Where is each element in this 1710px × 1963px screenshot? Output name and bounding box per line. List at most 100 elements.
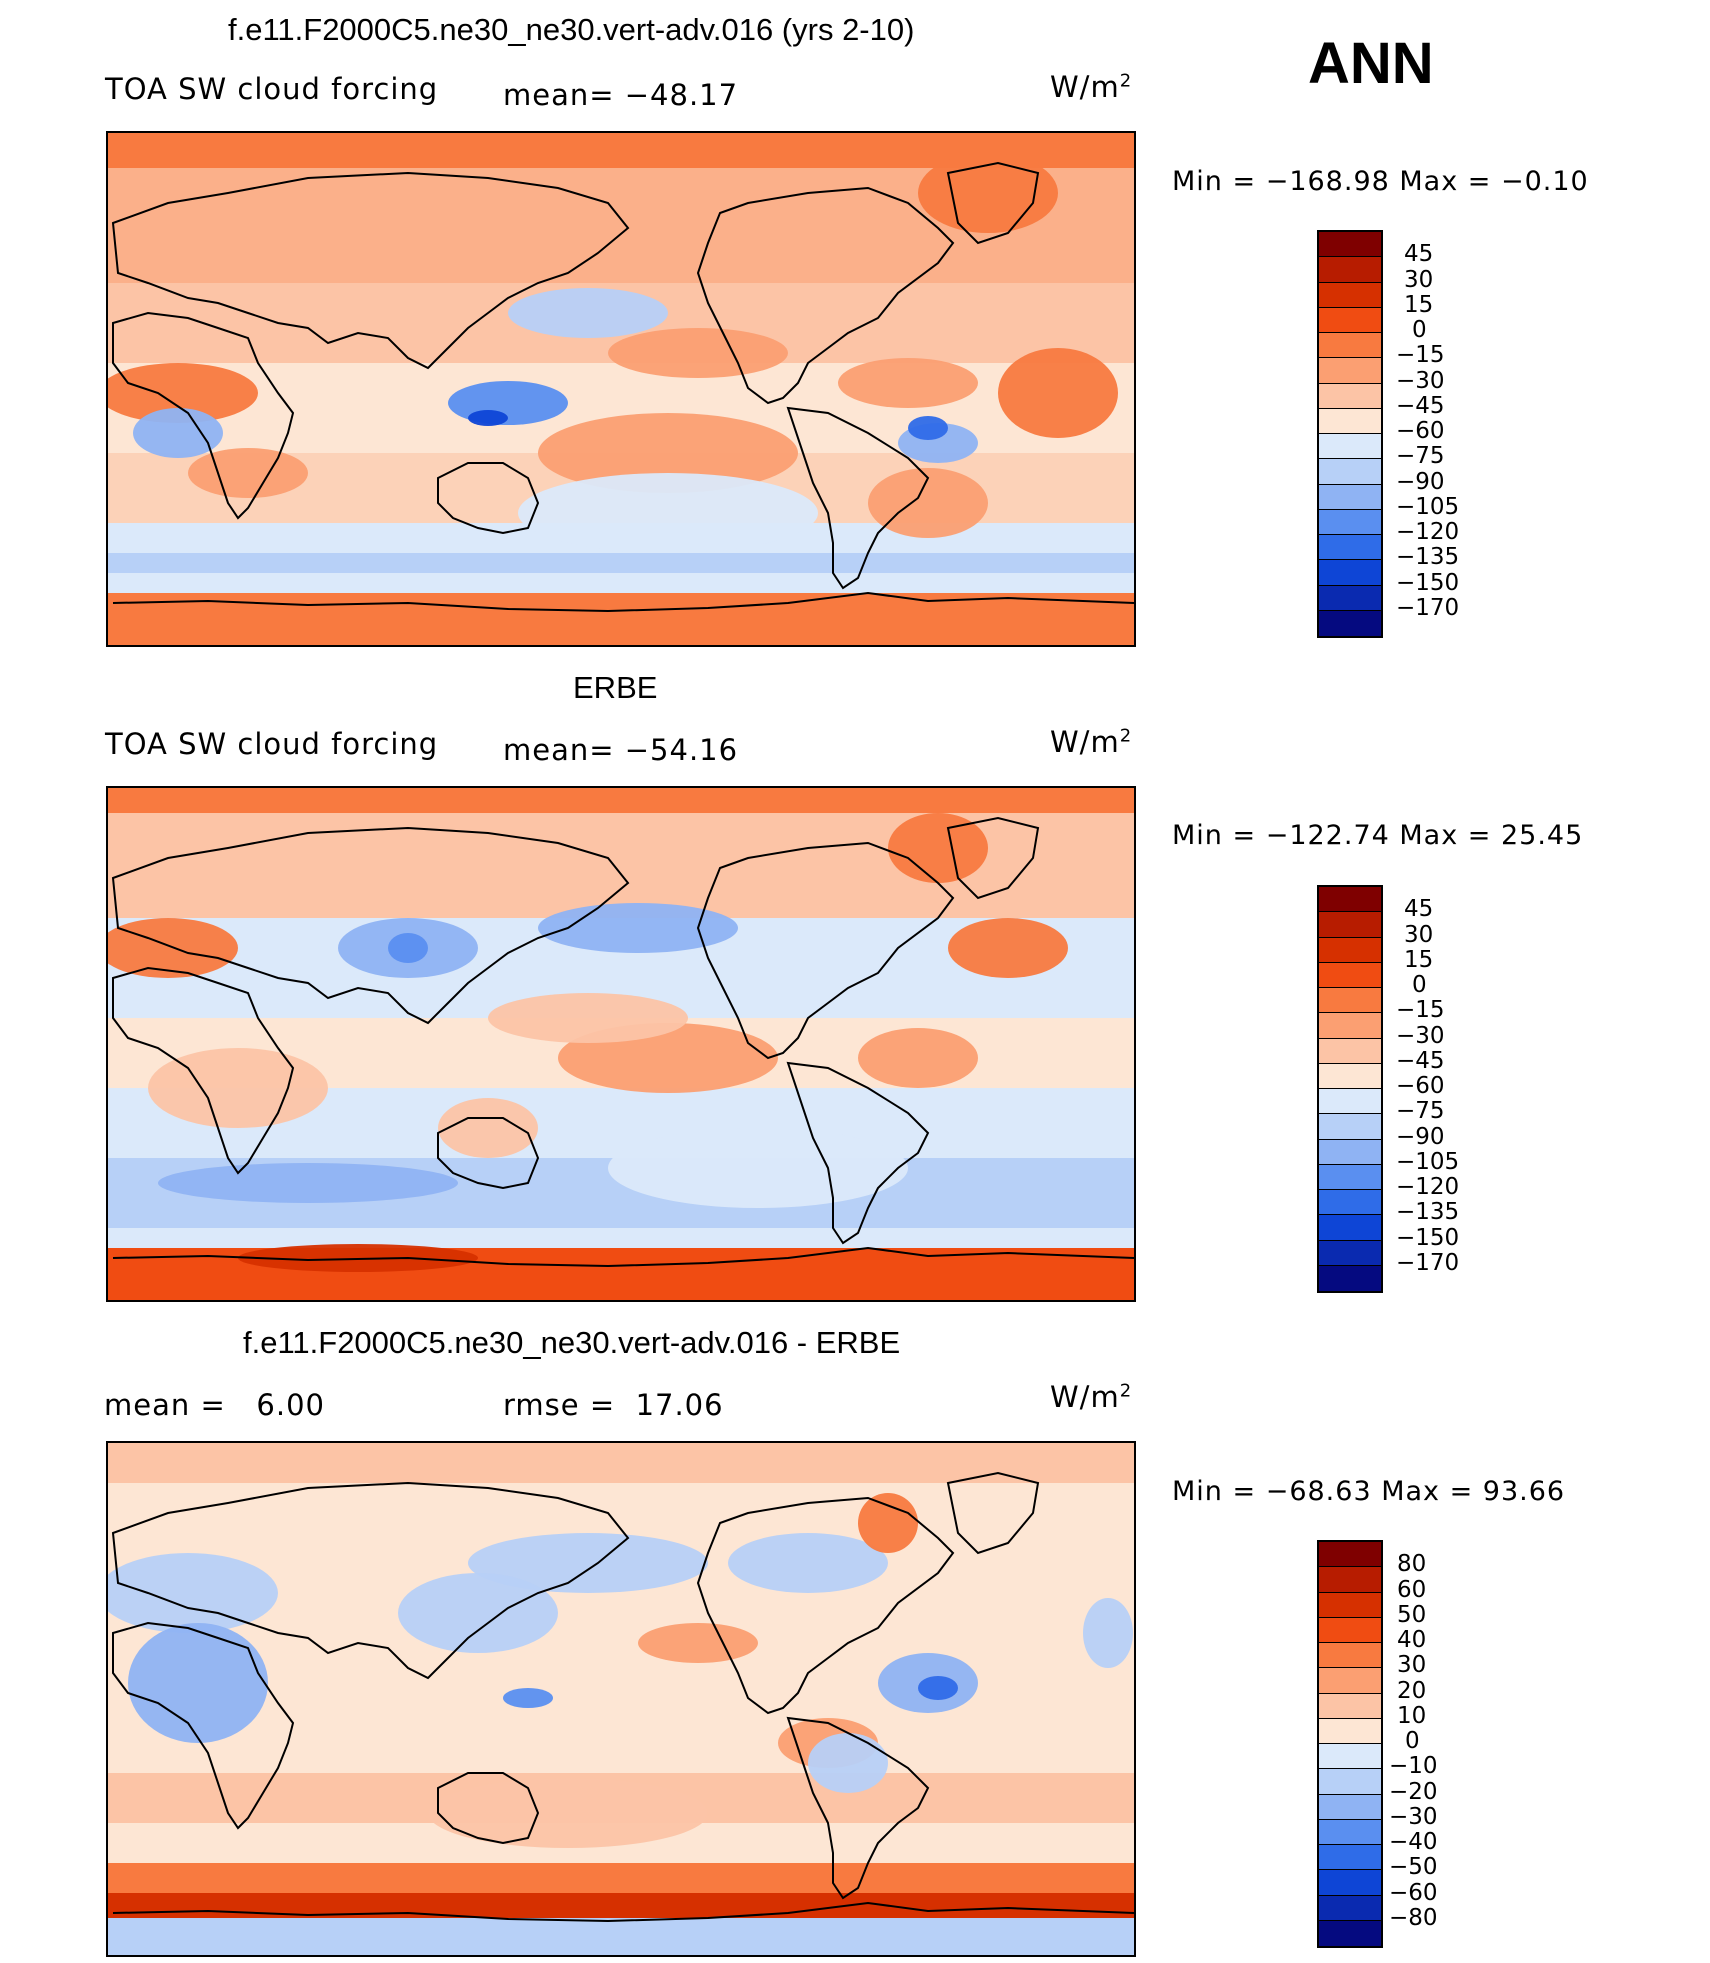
colorbar-tick-label: −90	[1396, 1123, 1445, 1150]
colorbar-tick-label: −60	[1396, 1073, 1445, 1099]
coastline	[112, 1901, 1134, 1923]
colorbar-swatch	[1319, 232, 1381, 258]
field-contour	[428, 1778, 708, 1848]
colorbar-swatch	[1319, 1240, 1381, 1266]
colorbar-tick-label: −50	[1389, 1854, 1438, 1881]
field-contour	[808, 1733, 888, 1793]
coastline	[946, 161, 1040, 245]
field-contour	[448, 381, 568, 425]
min-max-label: Min = −68.63 Max = 93.66	[1172, 1476, 1566, 1507]
colorbar-tick-label: 45	[1404, 896, 1434, 923]
field-band	[108, 1893, 1134, 1918]
coastline	[437, 1117, 540, 1190]
colorbar-tick-label: −80	[1389, 1904, 1438, 1931]
colorbar-swatch	[1319, 1038, 1381, 1064]
colorbar-swatch	[1319, 1567, 1381, 1593]
min-max-label: Min = −122.74 Max = 25.45	[1172, 820, 1584, 851]
coastline	[946, 1471, 1040, 1555]
field-contour	[398, 1573, 558, 1653]
colorbar-swatch	[1319, 1643, 1381, 1669]
colorbar-tick-label: 15	[1404, 291, 1434, 318]
mean-label: mean = 6.00	[104, 1388, 325, 1422]
field-band	[108, 1228, 1134, 1248]
field-contour	[503, 1688, 553, 1708]
map-canvas	[108, 788, 1134, 1300]
colorbar-tick-label: 30	[1397, 1652, 1427, 1679]
colorbar-swatch	[1319, 1542, 1381, 1568]
colorbar	[1317, 230, 1383, 638]
field-band	[108, 593, 1134, 645]
colorbar-swatch	[1319, 1592, 1381, 1618]
colorbar-swatch	[1319, 912, 1381, 938]
colorbar-swatch	[1319, 1164, 1381, 1190]
colorbar-swatch	[1319, 408, 1381, 434]
colorbar-swatch	[1319, 307, 1381, 333]
field-contour	[888, 813, 988, 883]
colorbar-swatch	[1319, 1215, 1381, 1241]
field-contour	[388, 933, 428, 963]
colorbar-tick-label: −60	[1396, 418, 1445, 444]
colorbar-tick-label: 0	[1405, 1728, 1420, 1754]
colorbar-tick-label: 0	[1412, 317, 1427, 343]
coastline	[112, 311, 295, 520]
colorbar-tick-label: 0	[1412, 972, 1427, 998]
map-plot	[106, 1441, 1136, 1957]
field-contour	[838, 358, 978, 408]
field-contour	[918, 1676, 958, 1700]
colorbar-tick-label: 30	[1404, 921, 1434, 948]
field-contour	[108, 1553, 278, 1633]
colorbar-swatch	[1319, 1693, 1381, 1719]
units-label: W/m2	[1050, 1380, 1133, 1414]
coastline	[946, 816, 1040, 900]
mean-label: mean= −48.17	[503, 78, 739, 112]
colorbar-swatch	[1319, 937, 1381, 963]
colorbar-tick-label: −105	[1396, 493, 1460, 520]
colorbar-tick-label: −90	[1396, 468, 1445, 495]
colorbar-tick-label: −135	[1396, 1199, 1460, 1226]
colorbar-tick-label: −15	[1396, 342, 1445, 369]
colorbar-tick-label: 20	[1397, 1677, 1427, 1704]
field-contour	[133, 408, 223, 458]
coastline	[112, 1621, 295, 1830]
field-band	[108, 788, 1134, 813]
colorbar-tick-label: 80	[1397, 1551, 1427, 1578]
coastline	[112, 966, 295, 1175]
field-contour	[128, 1623, 268, 1743]
map-canvas	[108, 1443, 1134, 1955]
colorbar-swatch	[1319, 1617, 1381, 1643]
colorbar-tick-label: −30	[1389, 1803, 1438, 1830]
colorbar-tick-label: 30	[1404, 266, 1434, 293]
colorbar-tick-label: −20	[1389, 1778, 1438, 1805]
colorbar-swatch	[1319, 1920, 1381, 1946]
colorbar-swatch	[1319, 962, 1381, 988]
colorbar-swatch	[1319, 383, 1381, 409]
colorbar-swatch	[1319, 1139, 1381, 1165]
field-contour	[608, 328, 788, 378]
colorbar-tick-label: −105	[1396, 1148, 1460, 1175]
coastline	[111, 826, 630, 1025]
colorbar-swatch	[1319, 1744, 1381, 1770]
coastline	[786, 1061, 930, 1245]
colorbar-swatch	[1319, 333, 1381, 359]
colorbar-tick-label: 15	[1404, 946, 1434, 973]
colorbar-tick-label: −30	[1396, 1022, 1445, 1049]
field-contour	[868, 468, 988, 538]
colorbar-tick-label: −40	[1389, 1829, 1438, 1855]
field-contour	[948, 918, 1068, 978]
colorbar-swatch	[1319, 887, 1381, 913]
colorbar-swatch	[1319, 459, 1381, 485]
field-contour	[728, 1533, 888, 1593]
colorbar-swatch	[1319, 1265, 1381, 1291]
field-contour	[488, 993, 688, 1043]
map-plot	[106, 786, 1136, 1302]
mean-label: mean= −54.16	[503, 733, 739, 767]
panel-title: f.e11.F2000C5.ne30_ne30.vert-adv.016 - E…	[243, 1325, 901, 1360]
field-band	[108, 1443, 1134, 1483]
colorbar-tick-label: 50	[1397, 1601, 1427, 1628]
colorbar-tick-label: 60	[1397, 1576, 1427, 1603]
field-contour	[538, 413, 798, 493]
colorbar-tick-label: −75	[1396, 443, 1445, 470]
colorbar-swatch	[1319, 1845, 1381, 1871]
season-label: ANN	[1308, 31, 1434, 96]
variable-label: TOA SW cloud forcing	[105, 727, 439, 761]
